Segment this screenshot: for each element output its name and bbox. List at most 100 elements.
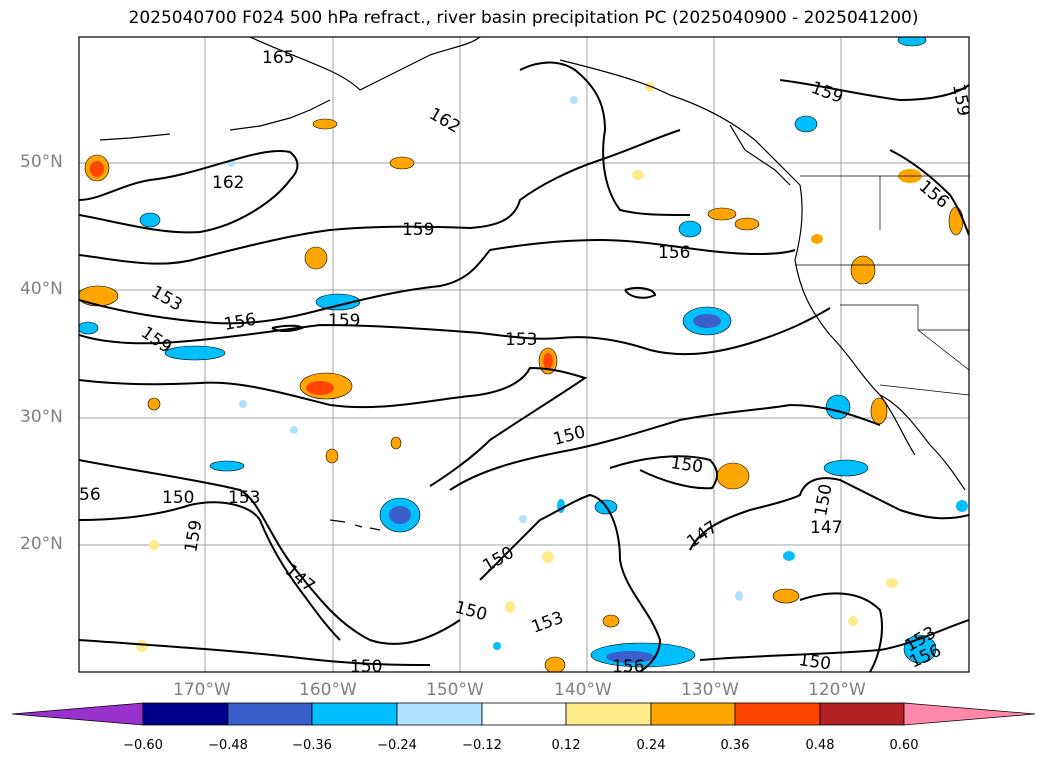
anomaly-blob — [325, 448, 339, 464]
anomaly-blob — [312, 118, 338, 130]
anomaly-blob — [139, 212, 161, 228]
anomaly-blob — [606, 651, 654, 663]
contour-label: 156 — [612, 657, 644, 677]
colorbar-segment — [565, 702, 652, 726]
aleutian-islands — [99, 133, 171, 141]
colorbar-tick: 0.24 — [636, 738, 666, 753]
anomaly-blob — [823, 459, 869, 477]
contour-label: 153 — [505, 330, 537, 350]
anomaly-blob — [716, 462, 750, 490]
bc-inside-passage — [729, 124, 791, 186]
contour-153-east — [79, 366, 588, 487]
anomaly-blob — [90, 161, 104, 177]
contour-150-mid — [479, 493, 662, 672]
colorbar-extend-right — [903, 702, 1036, 726]
contour-label: 150 — [797, 650, 832, 674]
anomaly-blob — [602, 614, 620, 628]
colorbar-segment — [650, 702, 736, 726]
anomaly-blob — [794, 115, 818, 133]
contour-153 — [79, 307, 831, 356]
anomaly-blob — [505, 601, 515, 613]
anomaly-blob — [79, 285, 119, 307]
refractivity-contours — [79, 61, 969, 672]
gridlines — [79, 37, 969, 672]
contour-label: 153 — [228, 488, 260, 508]
anomaly-blob — [734, 217, 760, 231]
contour-label: 147 — [810, 518, 842, 538]
contour-label: 150 — [162, 488, 194, 508]
anomaly-blob — [693, 314, 721, 328]
contour-label: 159 — [328, 311, 360, 331]
lat-label-50n: 50°N — [20, 152, 63, 172]
anomaly-blob — [897, 37, 927, 47]
lon-label-120w: 120°W — [808, 680, 866, 700]
contour-label: 159 — [948, 82, 973, 117]
colorbar-tick: −0.24 — [377, 738, 417, 753]
lat-label-20n: 20°N — [20, 534, 63, 554]
anomaly-blob — [543, 353, 553, 369]
colorbar-tick: 0.36 — [720, 738, 750, 753]
anomaly-blob — [304, 246, 328, 270]
map-title: 2025040700 F024 500 hPa refract., river … — [128, 8, 919, 28]
colorbar-segment — [819, 702, 905, 726]
anomaly-blob — [147, 397, 161, 411]
lon-label-130w: 130°W — [681, 680, 739, 700]
anomaly-blob — [848, 616, 858, 626]
contour-small-loop — [624, 286, 657, 299]
contour-156 — [79, 238, 796, 325]
anomaly-blob — [707, 207, 737, 221]
anomaly-blob — [811, 234, 823, 244]
anomaly-blob — [306, 381, 334, 395]
anomaly-blob — [678, 220, 702, 238]
colorbar-segment — [311, 702, 398, 726]
colorbar-segment — [481, 702, 567, 726]
lon-label-160w: 160°W — [299, 680, 357, 700]
contour-147-south — [79, 639, 431, 666]
anomaly-blob — [956, 500, 968, 512]
anomaly-blob — [772, 588, 800, 604]
contour-162 — [79, 150, 299, 234]
borders — [795, 175, 969, 396]
anomaly-blob — [850, 255, 876, 285]
anomaly-blob — [632, 170, 644, 180]
anomaly-blob — [645, 82, 655, 92]
contour-label: 150 — [669, 453, 704, 477]
contour-small-loop-2 — [271, 324, 304, 332]
colorbar-segment — [734, 702, 821, 726]
anomaly-blob — [735, 591, 743, 601]
colorbar-segment — [227, 702, 313, 726]
lat-label-40n: 40°N — [20, 279, 63, 299]
anomaly-blob — [79, 321, 99, 335]
colorbar-tick: 0.12 — [551, 738, 581, 753]
precip-anomaly-shading — [79, 37, 968, 672]
colorbar — [11, 702, 1036, 726]
anomaly-blob — [389, 506, 411, 524]
anomaly-blob — [290, 426, 298, 434]
contour-153-south — [799, 592, 883, 672]
anomaly-blob — [390, 436, 402, 450]
us-mexico-border — [879, 384, 969, 396]
contour-150-loop — [609, 455, 718, 490]
colorbar-tick: −0.48 — [208, 738, 248, 753]
colorbar-tick: 0.48 — [805, 738, 835, 753]
baja-california — [879, 394, 916, 456]
hawaiian-islands — [329, 519, 381, 531]
contour-label: 159 — [402, 220, 434, 240]
map-panel — [79, 37, 969, 672]
colorbar-segment — [396, 702, 483, 726]
contour-label: 165 — [262, 48, 294, 68]
anomaly-blob — [493, 642, 501, 650]
anomaly-blob — [783, 551, 795, 561]
lon-label-170w: 170°W — [173, 680, 231, 700]
gulf-of-alaska-coast — [559, 59, 801, 186]
west-coast-north-america — [794, 184, 966, 491]
contour-156-ne — [889, 149, 969, 236]
anomaly-blob — [544, 656, 566, 672]
contour-159 — [79, 129, 681, 265]
anomaly-blob — [542, 551, 554, 563]
colorbar-tick: 0.60 — [889, 738, 919, 753]
contour-label: 156 — [658, 243, 690, 263]
contour-147-west — [79, 501, 341, 641]
anomaly-blob — [948, 206, 964, 236]
contour-label: 162 — [212, 173, 244, 193]
